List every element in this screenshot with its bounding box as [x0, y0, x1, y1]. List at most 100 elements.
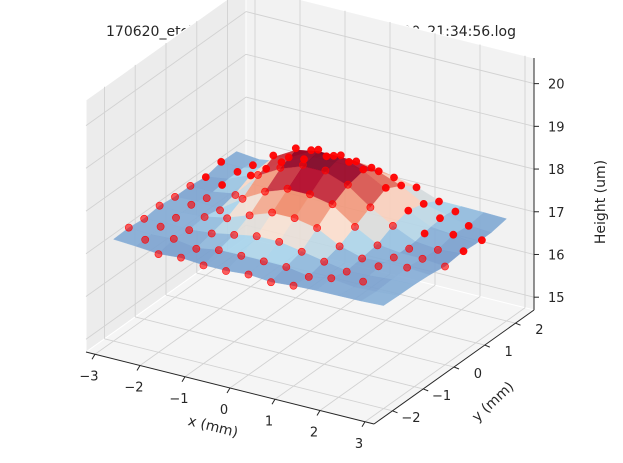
data-point: [177, 253, 185, 262]
data-point: [342, 267, 351, 276]
data-point: [404, 206, 413, 215]
z-tick-label: 20: [548, 78, 565, 93]
data-point: [451, 207, 460, 216]
data-point: [171, 192, 179, 201]
z-tick-label: 15: [548, 291, 565, 306]
data-point: [298, 160, 307, 169]
data-point: [154, 250, 163, 258]
data-point: [269, 151, 278, 160]
tick-labels: −3 −2 −1 0 1 2 3 −2 −1 0 1 2 15 16 17 18 19 20: [79, 78, 564, 452]
data-point: [275, 237, 284, 246]
data-point: [267, 278, 275, 287]
y-axis-label: y (mm): [469, 379, 517, 425]
data-point: [231, 191, 240, 199]
data-point: [187, 200, 196, 209]
data-point: [289, 281, 298, 290]
data-point: [403, 263, 411, 272]
data-point: [306, 190, 314, 199]
data-point: [313, 224, 321, 232]
data-point: [230, 230, 239, 239]
data-point: [141, 235, 150, 244]
y-tick-label: 1: [505, 345, 513, 360]
data-point: [156, 222, 165, 231]
data-point: [248, 161, 257, 170]
data-point: [374, 167, 383, 176]
grid-line-y-floor: [196, 272, 485, 346]
data-point: [169, 234, 178, 243]
x-tick-mark: [316, 410, 321, 416]
x-tick-mark: [361, 421, 366, 428]
z-tick-label: 18: [548, 163, 565, 178]
data-point: [237, 251, 246, 260]
x-tick-label: 3: [355, 437, 363, 452]
grid-line-z-back: [245, 96, 535, 170]
data-point: [202, 194, 211, 202]
grid-line-z-back: [245, 53, 535, 127]
y-tick-label: 2: [535, 323, 543, 338]
data-point: [335, 242, 344, 251]
data-point: [373, 241, 382, 250]
y-tick-mark: [515, 322, 521, 326]
data-point: [345, 157, 353, 166]
data-point: [320, 257, 329, 266]
data-point: [322, 152, 331, 161]
grid-line-y-floor: [135, 316, 424, 390]
grid-line-z-left: [85, 53, 247, 169]
data-point: [199, 261, 208, 270]
data-point: [358, 254, 366, 263]
data-point: [290, 214, 299, 222]
data-point: [253, 171, 262, 179]
data-point: [214, 246, 223, 254]
data-point: [268, 208, 276, 217]
data-point: [216, 206, 224, 215]
data-point: [459, 247, 468, 256]
data-point: [200, 213, 209, 221]
data-point: [328, 200, 337, 209]
data-point: [359, 165, 368, 174]
data-point: [329, 151, 338, 160]
data-point: [343, 180, 352, 189]
z-axis-label: Height (um): [593, 160, 609, 244]
data-point: [259, 257, 268, 266]
x-tick-label: 1: [265, 414, 273, 429]
x-tick-label: −1: [169, 392, 188, 407]
data-point: [359, 277, 367, 286]
data-point: [217, 157, 226, 166]
data-point: [276, 163, 285, 172]
data-point: [297, 247, 306, 256]
data-point: [336, 151, 345, 160]
x-axis-label: x (mm): [186, 413, 239, 441]
data-point: [233, 167, 242, 176]
y-tick-mark: [453, 366, 460, 370]
data-point: [390, 173, 398, 182]
x-tick-label: −3: [79, 369, 98, 384]
y-tick-mark: [423, 388, 429, 392]
grid-line-z-left: [85, 96, 247, 212]
data-point: [433, 245, 442, 254]
data-point: [449, 230, 458, 239]
data-point: [397, 181, 406, 190]
z-tick-label: 17: [548, 206, 565, 221]
data-point: [366, 203, 375, 212]
data-point: [441, 262, 449, 271]
y-tick-mark: [392, 410, 398, 414]
data-point: [223, 214, 231, 223]
data-point: [418, 254, 427, 263]
y-tick-label: −2: [401, 411, 420, 426]
data-point: [420, 229, 429, 238]
x-tick-mark: [271, 398, 276, 405]
y-tick-label: −1: [432, 389, 451, 404]
data-point: [327, 274, 336, 283]
data-point: [464, 221, 473, 230]
data-point: [186, 181, 195, 190]
data-point: [284, 153, 293, 162]
data-point: [435, 197, 443, 206]
data-point: [291, 144, 300, 153]
data-point: [477, 236, 486, 245]
x-tick-label: 0: [220, 403, 228, 418]
data-point: [192, 244, 201, 253]
data-point: [124, 223, 133, 232]
data-point: [262, 164, 271, 173]
grid-line-z-back: [245, 11, 535, 85]
data-point: [412, 183, 421, 192]
